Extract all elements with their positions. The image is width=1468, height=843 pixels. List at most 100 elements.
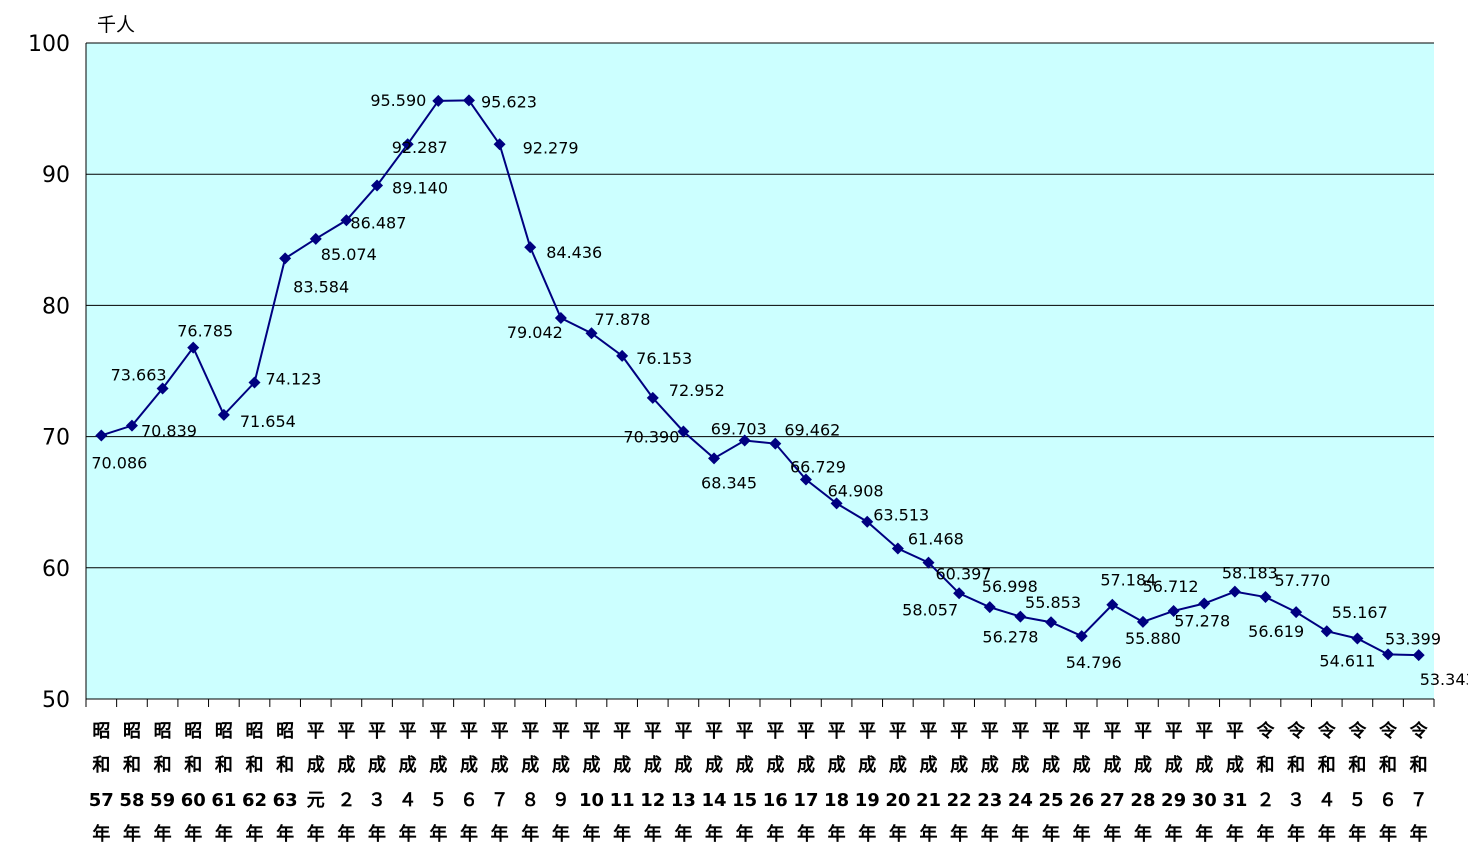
- data-point: [1045, 616, 1058, 629]
- category-label: 年: [644, 823, 662, 843]
- category-label: 昭: [154, 721, 172, 742]
- category-label: ２: [337, 790, 355, 811]
- category-label: 28: [1130, 790, 1155, 811]
- category-label: 年: [1379, 823, 1397, 843]
- category-label: 平: [705, 721, 723, 742]
- category-label: 60: [181, 790, 206, 811]
- data-label: 66.729: [790, 458, 846, 477]
- category-label: 成: [1195, 754, 1213, 776]
- category-label: 年: [1195, 823, 1213, 843]
- category-label: 成: [1042, 754, 1060, 776]
- category-label: 成: [1073, 754, 1091, 776]
- category-label: 昭: [92, 721, 110, 742]
- category-label: ５: [1348, 790, 1366, 811]
- category-label: 21: [916, 790, 941, 811]
- data-label: 57.770: [1275, 571, 1331, 590]
- category-label: 成: [705, 754, 723, 776]
- category-label: 昭: [184, 721, 202, 742]
- data-point: [248, 376, 261, 389]
- category-label: 和: [215, 755, 233, 776]
- category-label: 和: [1410, 755, 1428, 776]
- data-label: 85.074: [321, 245, 377, 264]
- data-label: 60.397: [936, 565, 992, 584]
- category-label: 19: [855, 790, 880, 811]
- category-label: ５: [429, 790, 447, 811]
- category-label: 成: [337, 754, 355, 776]
- category-label: ４: [1318, 790, 1336, 811]
- category-label: 平: [644, 721, 662, 742]
- category-label: 23: [977, 790, 1002, 811]
- category-label: 元: [307, 790, 325, 811]
- data-label: 95.623: [481, 92, 537, 111]
- category-label: 和: [1318, 755, 1336, 776]
- category-label: 成: [858, 754, 876, 776]
- category-label: 年: [858, 823, 876, 843]
- category-label: 昭: [246, 721, 264, 742]
- category-label: 平: [1042, 721, 1060, 742]
- category-label: 成: [797, 754, 815, 776]
- category-label: ２: [1257, 790, 1275, 811]
- category-label: 57: [89, 790, 114, 811]
- category-label: 年: [705, 823, 723, 843]
- category-label: 平: [399, 721, 417, 742]
- category-label: 27: [1100, 790, 1125, 811]
- data-label: 92.279: [523, 138, 579, 157]
- category-label: 年: [307, 823, 325, 843]
- data-label: 53.399: [1385, 629, 1441, 648]
- data-point: [646, 391, 659, 404]
- category-label: 成: [1226, 754, 1244, 776]
- category-label: 年: [1257, 823, 1275, 843]
- data-label: 54.796: [1066, 653, 1122, 672]
- category-label: 年: [797, 823, 815, 843]
- data-labels: 70.086 70.839 73.663 76.785 71.654 74.123 83.5…: [91, 91, 1468, 689]
- category-label: 平: [491, 721, 509, 742]
- category-label: 年: [1011, 823, 1029, 843]
- category-label: 平: [950, 721, 968, 742]
- category-label: 年: [1348, 823, 1366, 843]
- category-label: 年: [337, 823, 355, 843]
- data-point: [156, 382, 169, 395]
- category-label: 平: [460, 721, 478, 742]
- category-label: 平: [337, 721, 355, 742]
- category-label: 24: [1008, 790, 1033, 811]
- data-label: 56.998: [982, 577, 1038, 596]
- category-label: 年: [1134, 823, 1152, 843]
- category-label: 年: [766, 823, 784, 843]
- data-point: [1351, 632, 1364, 645]
- category-label: 令: [1409, 720, 1429, 742]
- category-label: 年: [552, 823, 570, 843]
- y-tick-label: 50: [42, 688, 70, 713]
- category-label: 年: [1073, 823, 1091, 843]
- data-label: 69.703: [711, 419, 767, 438]
- data-point: [1014, 610, 1027, 623]
- data-point: [891, 542, 904, 555]
- category-label: 平: [766, 721, 784, 742]
- category-label: ６: [1379, 790, 1397, 811]
- category-label: 13: [671, 790, 696, 811]
- category-label: 15: [732, 790, 757, 811]
- data-label: 83.584: [293, 277, 349, 296]
- data-point: [462, 94, 475, 107]
- category-label: 成: [674, 754, 692, 776]
- y-tick-label: 80: [42, 294, 70, 319]
- data-point: [1382, 648, 1395, 661]
- category-label: 和: [123, 755, 141, 776]
- category-label: 20: [885, 790, 910, 811]
- data-point: [708, 452, 721, 465]
- data-label: 63.513: [873, 506, 929, 525]
- data-label: 53.343: [1420, 670, 1468, 689]
- y-axis-unit: 千人: [97, 14, 135, 36]
- category-label: 和: [1379, 755, 1397, 776]
- category-label: 年: [246, 823, 264, 843]
- data-point: [95, 429, 108, 442]
- category-label: 和: [1257, 755, 1275, 776]
- data-point: [616, 349, 629, 362]
- data-point: [1228, 585, 1241, 598]
- series-markers: [95, 94, 1425, 662]
- category-label: ８: [521, 790, 539, 811]
- data-point: [1167, 604, 1180, 617]
- data-point: [1290, 606, 1303, 619]
- category-label: ４: [399, 790, 417, 811]
- category-label: 成: [950, 754, 968, 776]
- data-label: 73.663: [111, 366, 167, 385]
